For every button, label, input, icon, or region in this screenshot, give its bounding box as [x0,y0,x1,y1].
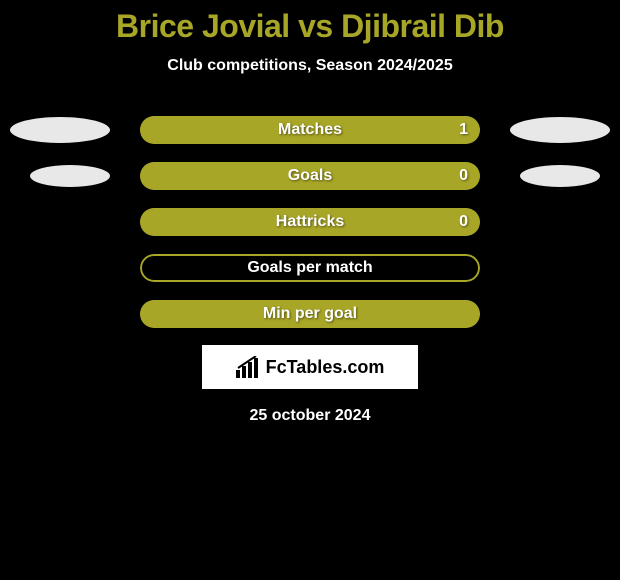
player-right-avatar [510,117,610,143]
subtitle: Club competitions, Season 2024/2025 [0,57,620,75]
page-title: Brice Jovial vs Djibrail Dib [0,8,620,45]
player-left-avatar [30,165,110,187]
bar-track: Goals 0 [140,162,480,190]
stat-value: 1 [459,121,468,139]
stat-row: Goals 0 [0,161,620,191]
stat-value: 0 [459,167,468,185]
player-left-avatar [10,117,110,143]
stat-row: Matches 1 [0,115,620,145]
stat-row: Hattricks 0 [0,207,620,237]
comparison-chart: Matches 1 Goals 0 Hattricks 0 [0,115,620,329]
chart-icon [236,356,262,378]
bar-track: Goals per match [140,254,480,282]
stat-label: Matches [278,121,342,139]
stat-label: Min per goal [263,305,357,323]
logo-text: FcTables.com [266,357,385,378]
stat-row: Goals per match [0,253,620,283]
stat-label: Goals [288,167,332,185]
bar-track: Min per goal [140,300,480,328]
stat-label: Hattricks [276,213,344,231]
bar-track: Matches 1 [140,116,480,144]
stat-value: 0 [459,213,468,231]
date-label: 25 october 2024 [0,407,620,425]
logo-box: FcTables.com [202,345,418,389]
stat-label: Goals per match [247,259,372,277]
bar-track: Hattricks 0 [140,208,480,236]
player-right-avatar [520,165,600,187]
stat-row: Min per goal [0,299,620,329]
